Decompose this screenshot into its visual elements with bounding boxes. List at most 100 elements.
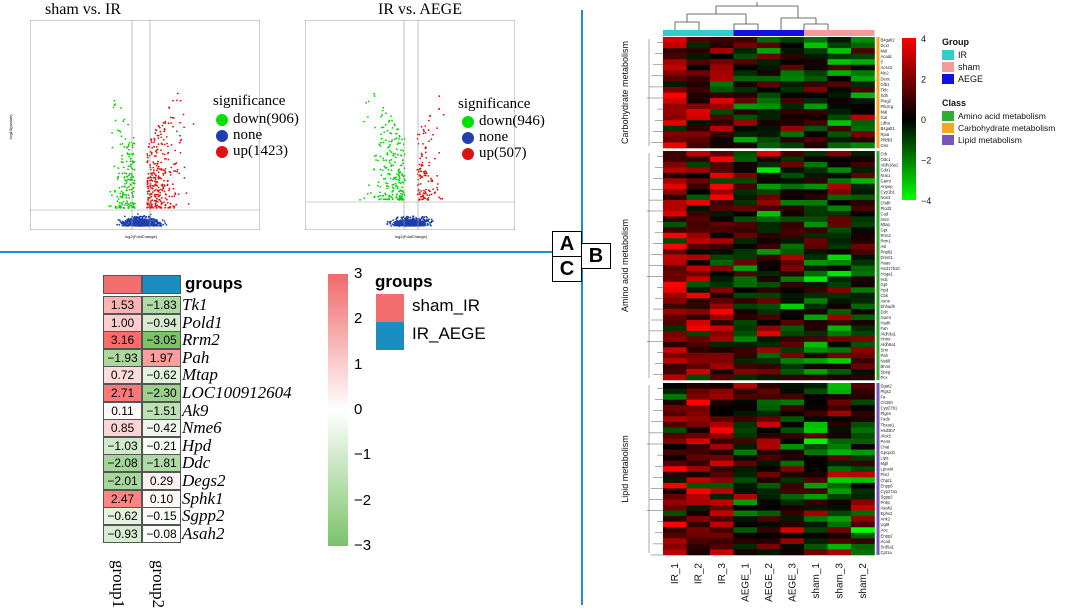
- volcano-point-down: [129, 204, 131, 207]
- heatmap-cell: [710, 161, 734, 168]
- heatmap-cell: [710, 260, 734, 266]
- heatmap-cell: [804, 48, 828, 54]
- heatmap-cell: [757, 125, 781, 132]
- heatmap-cell: [780, 270, 805, 277]
- volcano-point-none: [159, 224, 161, 227]
- volcano-point-up: [174, 149, 177, 152]
- heatmap-cell: [663, 151, 687, 157]
- row-label: Ddc: [881, 309, 888, 314]
- volcano-point-down: [120, 107, 122, 109]
- heatmap-cell: [663, 432, 687, 439]
- heatmap-cell: [710, 183, 734, 190]
- volcano-point-up: [424, 125, 427, 127]
- volcano-point-up: [173, 195, 176, 198]
- volcano-point-down: [382, 157, 384, 160]
- heatmap-cell: [663, 53, 687, 60]
- row-label: Chat: [881, 444, 891, 449]
- heatmap-cell: [780, 151, 805, 157]
- heatmap-cell: [733, 114, 758, 121]
- scale-tick-label: −1: [354, 446, 372, 464]
- heatmap-cell: [663, 314, 687, 321]
- heatmap-cell: [851, 161, 875, 168]
- volcano-point-none: [146, 223, 148, 225]
- heatmap-cell: [663, 227, 687, 234]
- volcano-left-plot: [30, 20, 260, 230]
- volcano-point-none: [386, 223, 389, 225]
- heatmap-cell: [757, 466, 781, 473]
- volcano-point-up: [428, 164, 430, 167]
- heatmap-cell: [827, 260, 852, 266]
- heatmap-cell: [851, 189, 875, 195]
- volcano-point-down: [129, 202, 132, 205]
- volcano-point-down: [377, 184, 379, 187]
- volcano-point-up: [147, 206, 149, 209]
- heatmap-cell: [827, 309, 852, 315]
- volcano-point-down: [125, 181, 128, 184]
- heatmap-cell: [663, 136, 687, 143]
- heatmap-cell: [851, 314, 875, 321]
- heatmap-cell: [710, 369, 734, 375]
- volcano-point-down: [393, 123, 396, 126]
- heatmap-cell: [851, 516, 875, 523]
- column-label: AEGE_2: [764, 563, 775, 602]
- heatmap-cell: −0.08: [142, 524, 181, 543]
- heatmap-cell: [827, 325, 852, 332]
- volcano-point-up: [155, 200, 158, 203]
- volcano-point-none: [411, 224, 414, 227]
- volcano-point-none: [407, 224, 410, 227]
- heatmap-cell: [663, 341, 687, 348]
- heatmap-cell: [780, 81, 805, 88]
- volcano-point-down: [127, 174, 130, 177]
- volcano-point-up: [154, 204, 157, 206]
- group-legend-swatch: [942, 62, 954, 72]
- volcano-point-none: [412, 215, 415, 218]
- heatmap-cell: [827, 75, 852, 82]
- volcano-point-none: [425, 219, 428, 222]
- group-legend-label: AEGE: [958, 74, 983, 84]
- volcano-point-up: [423, 130, 425, 133]
- volcano-point-down: [378, 143, 381, 146]
- heatmap-cell: [851, 210, 875, 217]
- volcano-point-down: [121, 143, 124, 145]
- heatmap-cell: [780, 488, 805, 495]
- heatmap-cell: [804, 243, 828, 250]
- volcano-point-up: [429, 115, 431, 117]
- volcano-point-up: [163, 179, 165, 182]
- volcano-point-none: [404, 218, 407, 220]
- volcano-point-up: [164, 168, 167, 170]
- volcano-point-up: [426, 194, 428, 197]
- heatmap-cell: [733, 142, 758, 149]
- heatmap-cell: [851, 421, 875, 428]
- volcano-point-down: [385, 139, 387, 142]
- heatmap-cell: [780, 216, 805, 223]
- row-label: Ank2: [881, 517, 891, 522]
- volcano-point-down: [383, 131, 386, 133]
- volcano-point-down: [386, 129, 389, 132]
- volcano-point-none: [141, 216, 144, 219]
- volcano-point-down: [129, 160, 132, 163]
- heatmap-cell: [757, 53, 781, 60]
- heatmap-cell: [733, 527, 758, 534]
- heatmap-cell: [780, 341, 805, 348]
- heatmap-cell: [780, 53, 805, 60]
- heatmap-cell: [686, 510, 711, 517]
- volcano-point-up: [154, 202, 157, 205]
- heatmap-cell: [733, 120, 758, 127]
- column-group-cell: [851, 30, 875, 36]
- heatmap-cell: [804, 341, 828, 348]
- heatmap-cell: [686, 449, 711, 456]
- volcano-point-down: [114, 189, 116, 192]
- row-label: Srm: [881, 348, 889, 353]
- volcano-point-up: [172, 125, 174, 128]
- row-label: Cdo1: [881, 168, 892, 173]
- heatmap-cell: [686, 460, 711, 467]
- scale-tick-label: −2: [354, 491, 372, 509]
- volcano-point-up: [162, 172, 165, 175]
- volcano-point-down: [363, 120, 365, 123]
- volcano-point-none: [134, 220, 137, 223]
- volcano-point-up: [175, 130, 178, 133]
- small-heatmap-legend-title: groups: [375, 272, 433, 291]
- heatmap-cell: [804, 86, 828, 93]
- heatmap-cell: 1.97: [142, 348, 181, 367]
- heatmap-cell: [686, 156, 711, 163]
